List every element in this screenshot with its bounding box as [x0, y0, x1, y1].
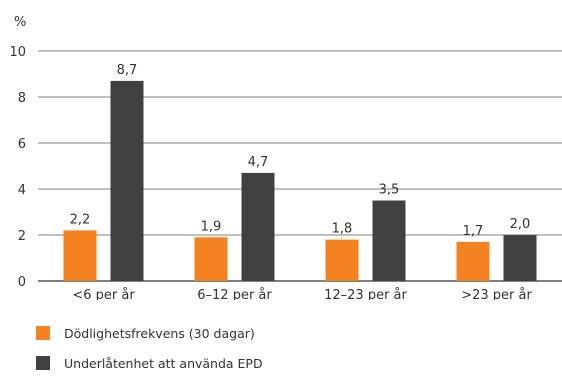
x-category-label-3: 12–23 per år: [324, 288, 407, 300]
data-label-series-2-cat-2: 4,7: [248, 155, 269, 170]
data-label-series-1-cat-2: 1,9: [201, 219, 222, 234]
x-category-label-2: 6–12 per år: [197, 288, 272, 300]
bar-chart: % 0 2 4 6 8 10 2,2 8,7 1,9 4,7 1,8 3,5 1,7 2,0 <6 pe…: [9, 15, 562, 300]
chart-container: % 0 2 4 6 8 10 2,2 8,7 1,9 4,7 1,8 3,5 1,7 2,0 <6 pe…: [9, 15, 562, 371]
bar-series-1-cat-2: [194, 237, 228, 281]
legend-item-series-2: Underlåtenhet att använda EPD: [36, 352, 263, 374]
y-axis-ticks: 0 2 4 6 8 10: [9, 45, 26, 290]
y-tick-label-8: 8: [18, 91, 26, 106]
legend-swatch-series-2: [36, 356, 50, 370]
data-labels: 2,2 8,7 1,9 4,7 1,8 3,5 1,7 2,0: [70, 63, 531, 239]
bar-series-1-cat-1: [63, 230, 97, 281]
y-tick-label-6: 6: [18, 137, 26, 152]
bar-series-1-cat-3: [325, 239, 359, 281]
y-tick-label-4: 4: [18, 183, 26, 198]
bar-series-1-cat-4: [456, 241, 490, 281]
legend-label-series-2: Underlåtenhet att använda EPD: [64, 355, 263, 371]
bar-series-2-cat-3: [372, 200, 406, 281]
x-category-label-1: <6 per år: [72, 288, 135, 300]
data-label-series-1-cat-1: 2,2: [70, 212, 91, 227]
legend-item-series-1: Dödlighetsfrekvens (30 dagar): [36, 322, 263, 344]
data-label-series-1-cat-3: 1,8: [332, 222, 353, 237]
y-tick-label-10: 10: [9, 45, 26, 60]
x-category-label-4: >23 per år: [461, 288, 532, 300]
y-tick-label-0: 0: [18, 275, 26, 290]
data-label-series-1-cat-4: 1,7: [463, 224, 484, 239]
bar-series-2-cat-4: [503, 235, 537, 281]
x-axis-categories: <6 per år 6–12 per år 12–23 per år >23 per …: [72, 288, 532, 300]
bars: [63, 80, 537, 282]
data-label-series-2-cat-4: 2,0: [510, 217, 531, 232]
legend-swatch-series-1: [36, 326, 50, 340]
y-unit-label: %: [14, 15, 26, 30]
data-label-series-2-cat-3: 3,5: [379, 183, 400, 198]
y-tick-label-2: 2: [18, 229, 26, 244]
bar-series-2-cat-2: [241, 172, 275, 281]
legend: Dödlighetsfrekvens (30 dagar) Underlåten…: [36, 322, 263, 382]
bar-series-2-cat-1: [110, 80, 144, 282]
data-label-series-2-cat-1: 8,7: [117, 63, 138, 78]
legend-label-series-1: Dödlighetsfrekvens (30 dagar): [64, 325, 255, 341]
